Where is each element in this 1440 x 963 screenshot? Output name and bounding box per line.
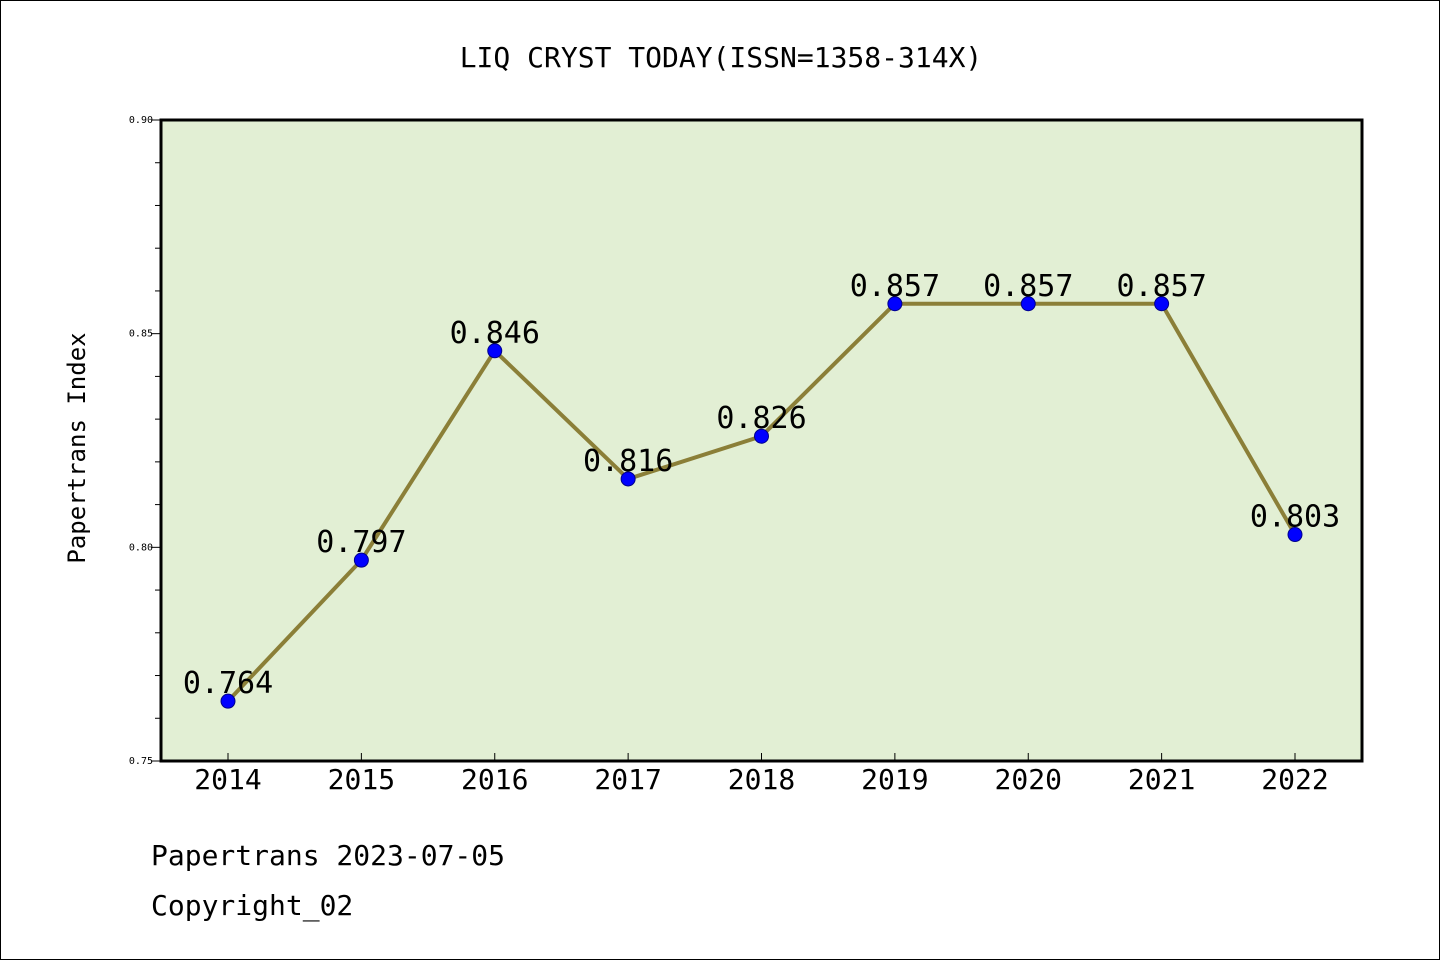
data-labels: 0.764 0.797 0.846 0.816 0.826 0.857 0.857 0.857… [183,269,1340,701]
data-label: 0.816 [583,444,673,479]
y-tick-label: 0.85 [129,329,153,340]
x-tick-label: 2018 [728,763,795,796]
data-point [487,343,503,359]
series-group [220,296,1303,709]
x-tick-label: 2019 [861,763,928,796]
data-point [887,296,903,312]
footer-copyright: Copyright_02 [151,889,353,923]
data-point [353,552,369,568]
data-label: 0.797 [316,525,406,560]
data-point [620,471,636,487]
footer-source: Papertrans 2023-07-05 [151,839,505,872]
y-tick-label: 0.80 [129,542,153,553]
data-label: 0.826 [716,401,806,436]
x-axis-ticks [227,753,1296,761]
data-label: 0.857 [1116,269,1206,304]
data-label: 0.846 [450,316,540,351]
data-point [1020,296,1036,312]
chart-title: LIQ CRYST TODAY(ISSN=1358-314X) [460,41,983,74]
x-tick-label: 2015 [328,763,395,796]
y-tick-label: 0.90 [129,115,153,126]
x-tick-label: 2017 [594,763,661,796]
y-axis-ticks [151,119,161,762]
x-tick-label: 2014 [194,763,261,796]
y-axis-tick-labels: 0.75 0.80 0.85 0.90 [129,115,153,767]
data-label: 0.857 [850,269,940,304]
data-point [220,693,236,709]
x-tick-label: 2022 [1261,763,1328,796]
x-tick-label: 2016 [461,763,528,796]
x-tick-label: 2021 [1128,763,1195,796]
y-axis-label: Papertrans Index [63,332,91,563]
data-point [754,428,769,444]
data-point [1154,296,1170,312]
x-axis-tick-labels: 2014 2015 2016 2017 2018 2019 2020 2021 2022 [194,763,1328,796]
y-tick-label: 0.75 [129,756,153,767]
data-point [1287,527,1303,543]
data-label: 0.764 [183,666,273,701]
data-label: 0.857 [983,269,1073,304]
x-tick-label: 2020 [995,763,1062,796]
data-label: 0.803 [1250,500,1340,535]
